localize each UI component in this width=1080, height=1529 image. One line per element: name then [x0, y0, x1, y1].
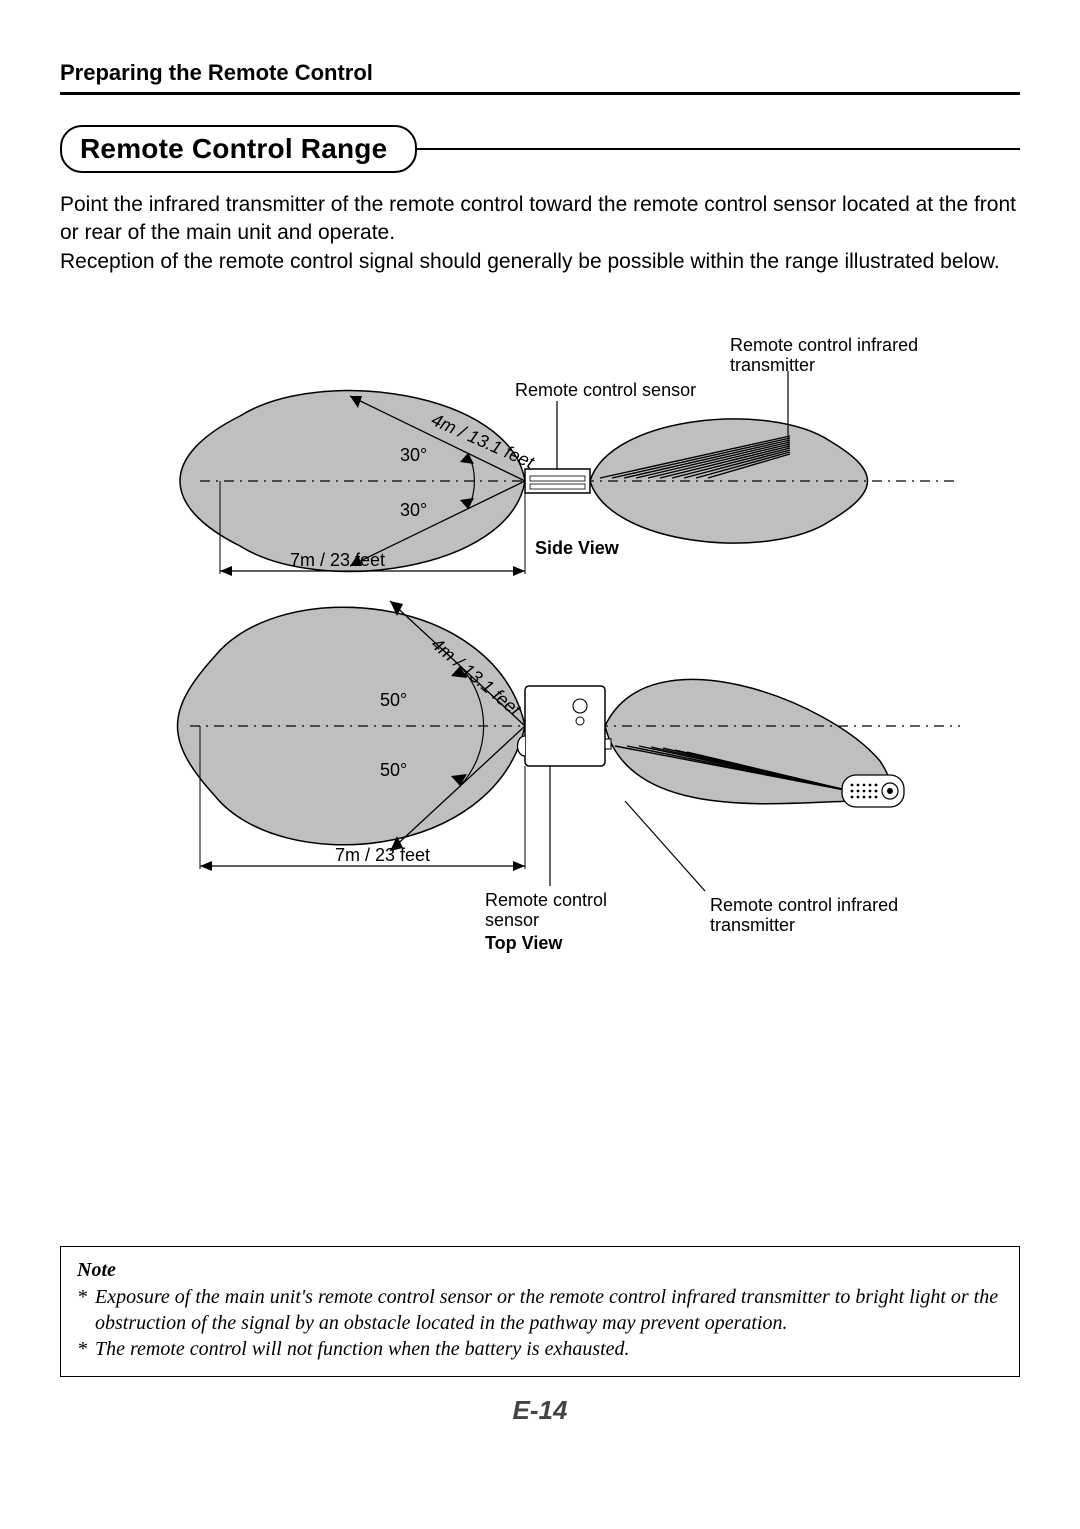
asterisk-icon: *	[77, 1336, 95, 1362]
title-pill: Remote Control Range	[60, 125, 417, 173]
title-row: Remote Control Range	[60, 125, 1020, 173]
title-rule	[415, 148, 1020, 150]
side-view-label: Side View	[535, 538, 620, 558]
side-angle-lower: 30°	[400, 500, 427, 520]
intro-para2: Reception of the remote control signal s…	[60, 250, 1000, 273]
transmitter-upper-label-l1: Remote control infrared	[730, 335, 918, 355]
top-angle-upper: 50°	[380, 690, 407, 710]
note-text-1: The remote control will not function whe…	[95, 1336, 1003, 1362]
section-header: Preparing the Remote Control	[60, 60, 1020, 86]
note-text-0: Exposure of the main unit's remote contr…	[95, 1284, 1003, 1336]
asterisk-icon: *	[77, 1284, 95, 1336]
note-item-1: * The remote control will not function w…	[77, 1336, 1003, 1362]
note-heading: Note	[77, 1259, 1003, 1282]
note-box: Note * Exposure of the main unit's remot…	[60, 1246, 1020, 1377]
top-angle-lower: 50°	[380, 760, 407, 780]
transmitter-lower-label-l2: transmitter	[710, 915, 795, 935]
top-view-label: Top View	[485, 933, 563, 953]
note-item-0: * Exposure of the main unit's remote con…	[77, 1284, 1003, 1336]
sensor-lower-label-l1: Remote control	[485, 890, 607, 910]
header-rule	[60, 92, 1020, 95]
sensor-lower-label-l2: sensor	[485, 910, 539, 930]
range-diagram: 30° 30° 4m / 13.1 feet 7m / 23 feet Remo…	[60, 306, 1020, 986]
sensor-upper-label: Remote control sensor	[515, 380, 696, 400]
intro-text: Point the infrared transmitter of the re…	[60, 191, 1020, 276]
top-dist-long: 7m / 23 feet	[335, 845, 430, 865]
transmitter-lower-label-l1: Remote control infrared	[710, 895, 898, 915]
page-number: E-14	[60, 1395, 1020, 1426]
side-angle-upper: 30°	[400, 445, 427, 465]
side-dist-long: 7m / 23 feet	[290, 550, 385, 570]
intro-para1: Point the infrared transmitter of the re…	[60, 193, 1016, 244]
transmitter-upper-label-l2: transmitter	[730, 355, 815, 375]
